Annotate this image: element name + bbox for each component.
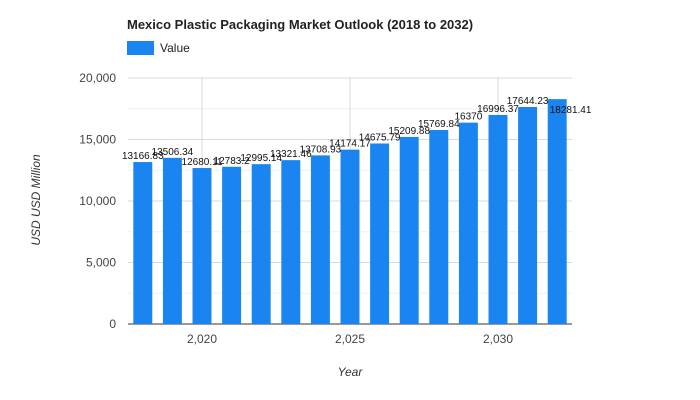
y-axis-title: USD USD Million xyxy=(29,154,43,246)
y-axis: 0 5,000 10,000 15,000 20,000 xyxy=(79,71,116,331)
bar[interactable] xyxy=(370,143,390,324)
x-tick-label: 2,020 xyxy=(187,332,217,346)
bars xyxy=(133,99,567,325)
data-label: 13506.34 xyxy=(152,147,194,158)
legend[interactable]: Value xyxy=(127,41,190,55)
bar[interactable] xyxy=(162,157,182,324)
data-label: 13321.46 xyxy=(270,149,312,160)
y-tick-label: 5,000 xyxy=(86,256,116,270)
x-tick-label: 2,030 xyxy=(483,332,513,346)
bar[interactable] xyxy=(340,149,360,324)
data-label: 12680.11 xyxy=(182,157,223,168)
data-label: 15769.84 xyxy=(418,119,460,130)
data-label: 13166.83 xyxy=(122,151,164,162)
data-label: 12783.2 xyxy=(214,156,251,167)
x-axis-title: Year xyxy=(338,365,364,379)
data-label: 16370 xyxy=(454,112,482,123)
bar[interactable] xyxy=(547,99,567,324)
bar[interactable] xyxy=(222,166,242,324)
chart-title: Mexico Plastic Packaging Market Outlook … xyxy=(127,17,473,32)
data-label: 16996.37 xyxy=(477,104,519,115)
bar-labels: 13166.8313506.3412680.1112783.212995.141… xyxy=(122,96,592,168)
bar[interactable] xyxy=(518,106,538,324)
y-tick-label: 0 xyxy=(109,317,116,331)
data-label: 14174.17 xyxy=(329,139,371,150)
x-tick-label: 2,025 xyxy=(335,332,365,346)
data-label: 12995.14 xyxy=(240,153,282,164)
bar[interactable] xyxy=(488,114,508,325)
bar[interactable] xyxy=(251,164,271,324)
data-label: 13708.93 xyxy=(300,144,342,155)
bar[interactable] xyxy=(281,160,301,324)
bar[interactable] xyxy=(429,130,449,324)
bar[interactable] xyxy=(458,122,478,324)
data-label: 15209.88 xyxy=(388,126,430,137)
legend-swatch xyxy=(127,41,154,55)
bar[interactable] xyxy=(310,155,330,324)
y-tick-label: 15,000 xyxy=(79,133,116,147)
y-tick-label: 10,000 xyxy=(79,194,116,208)
legend-label: Value xyxy=(160,41,190,55)
x-axis: 2,020 2,025 2,030 xyxy=(187,332,513,346)
data-label: 18281.41 xyxy=(550,105,592,116)
data-label: 14675.79 xyxy=(359,132,401,143)
data-label: 17644.23 xyxy=(507,96,549,107)
y-tick-label: 20,000 xyxy=(79,71,116,85)
bar[interactable] xyxy=(399,136,419,324)
bar[interactable] xyxy=(192,168,212,324)
bar[interactable] xyxy=(133,162,153,324)
